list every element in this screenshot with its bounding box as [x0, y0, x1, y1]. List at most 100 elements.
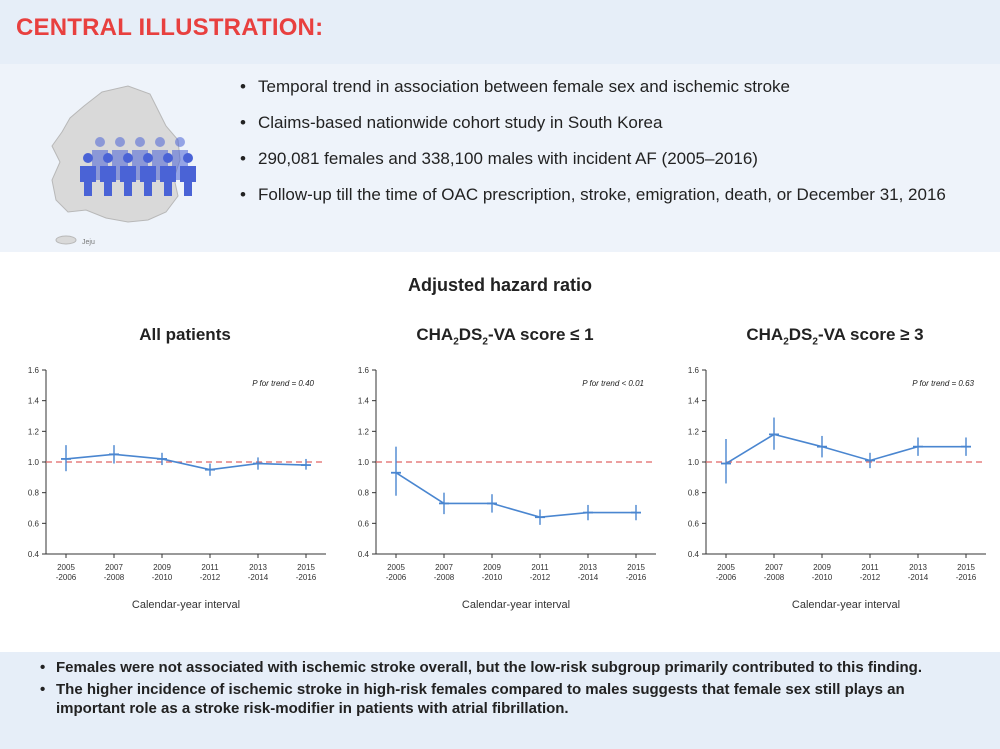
person-icon: [95, 137, 105, 147]
x-axis-label: Calendar-year interval: [792, 599, 900, 611]
x-tick-label: -2008: [104, 573, 125, 582]
chart-title-part: -VA score ≥ 3: [817, 325, 924, 344]
person-icon: [135, 137, 145, 147]
korea-map-icon: Jeju: [51, 85, 196, 246]
person-icon: [155, 137, 165, 147]
x-tick-label: -2008: [434, 573, 455, 582]
chart-title-part: CHA: [746, 325, 784, 344]
y-tick-label: 0.6: [688, 519, 700, 528]
chart-all-patients: 0.4 0.6 0.8 1.0 1.2 1.4 1.6 2005-2006 2007-2008 2…: [28, 366, 326, 611]
x-tick-label: 2009: [483, 563, 501, 572]
chart-title-part: DS: [458, 325, 483, 344]
y-tick-label: 1.6: [688, 366, 700, 375]
y-tick-label: 1.4: [358, 397, 370, 406]
intro-bullet: Claims-based nationwide cohort study in …: [238, 112, 978, 134]
person-icon: [115, 137, 125, 147]
chart-title-part: DS: [788, 325, 813, 344]
intro-bullet: 290,081 females and 338,100 males with i…: [238, 148, 978, 170]
trend-annotation: P for trend = 0.40: [252, 379, 314, 388]
y-tick-label: 1.6: [358, 366, 370, 375]
x-axis-label: Calendar-year interval: [132, 599, 240, 611]
x-tick-label: -2010: [152, 573, 173, 582]
y-tick-label: 1.0: [358, 458, 370, 467]
person-body-icon: [160, 166, 176, 196]
person-body-icon: [100, 166, 116, 196]
y-tick-label: 0.8: [28, 489, 40, 498]
chart-title-sub: 2: [812, 336, 818, 348]
x-axis-label: Calendar-year interval: [462, 599, 570, 611]
x-tick-label: 2005: [717, 563, 735, 572]
intro-bullet-list: Temporal trend in association between fe…: [238, 76, 978, 220]
x-tick-label: 2015: [627, 563, 645, 572]
footer-bullet-list: Females were not associated with ischemi…: [40, 658, 970, 721]
chart-title-text: All patients: [139, 325, 231, 344]
y-tick-label: 1.6: [28, 366, 40, 375]
y-tick-label: 0.8: [688, 489, 700, 498]
x-tick-label: -2016: [296, 573, 317, 582]
person-body-icon: [120, 166, 136, 196]
y-tick-label: 1.2: [28, 427, 40, 436]
x-tick-label: 2005: [387, 563, 405, 572]
x-tick-label: -2014: [248, 573, 269, 582]
header-banner: CENTRAL ILLUSTRATION:: [0, 0, 1000, 64]
y-tick-label: 0.8: [358, 489, 370, 498]
x-tick-label: -2016: [956, 573, 977, 582]
y-tick-label: 1.2: [358, 427, 370, 436]
x-tick-label: -2006: [716, 573, 737, 582]
x-tick-label: -2008: [764, 573, 785, 582]
x-tick-label: -2006: [56, 573, 77, 582]
y-tick-label: 0.4: [358, 550, 370, 559]
y-tick-label: 0.6: [28, 519, 40, 528]
page-title: CENTRAL ILLUSTRATION:: [16, 14, 324, 41]
chart-high-risk: 0.4 0.6 0.8 1.0 1.2 1.4 1.6 2005-2006 2007-2008 2…: [688, 366, 986, 611]
chart-title-low-risk: CHA2DS2-VA score ≤ 1: [340, 325, 670, 348]
chart-title-sub: 2: [453, 336, 459, 348]
x-tick-label: 2009: [153, 563, 171, 572]
x-tick-label: 2011: [861, 563, 879, 572]
person-body-icon: [140, 166, 156, 196]
x-tick-label: 2009: [813, 563, 831, 572]
trend-annotation: P for trend < 0.01: [582, 379, 644, 388]
intro-bullet: Temporal trend in association between fe…: [238, 76, 978, 98]
x-tick-label: -2012: [200, 573, 221, 582]
series-line: [395, 472, 636, 519]
x-tick-label: -2006: [386, 573, 407, 582]
person-body-icon: [80, 166, 96, 196]
x-tick-label: -2012: [530, 573, 551, 582]
x-tick-label: 2011: [201, 563, 219, 572]
person-icon: [163, 153, 173, 163]
y-tick-label: 1.4: [28, 397, 40, 406]
y-tick-label: 0.4: [688, 550, 700, 559]
x-tick-label: 2005: [57, 563, 75, 572]
x-tick-label: -2014: [908, 573, 929, 582]
y-tick-label: 1.0: [28, 458, 40, 467]
x-tick-label: 2015: [297, 563, 315, 572]
person-icon: [183, 153, 193, 163]
chart-title-part: CHA: [416, 325, 454, 344]
y-tick-label: 0.6: [358, 519, 370, 528]
person-icon: [143, 153, 153, 163]
x-tick-label: 2007: [435, 563, 453, 572]
y-tick-label: 1.0: [688, 458, 700, 467]
y-tick-label: 1.4: [688, 397, 700, 406]
map-label: Jeju: [82, 239, 95, 246]
person-icon: [123, 153, 133, 163]
chart-title-all: All patients: [20, 325, 350, 345]
x-tick-label: 2007: [765, 563, 783, 572]
person-icon: [103, 153, 113, 163]
x-tick-label: 2007: [105, 563, 123, 572]
x-tick-label: -2010: [482, 573, 503, 582]
chart-title-high-risk: CHA2DS2-VA score ≥ 3: [670, 325, 1000, 348]
chart-title-part: -VA score ≤ 1: [487, 325, 594, 344]
series-line: [725, 433, 966, 465]
person-body-icon: [180, 166, 196, 196]
jeju-island-shape: [55, 235, 77, 245]
y-tick-label: 0.4: [28, 550, 40, 559]
person-icon: [83, 153, 93, 163]
x-tick-label: -2010: [812, 573, 833, 582]
x-tick-label: 2013: [579, 563, 597, 572]
x-tick-label: 2013: [909, 563, 927, 572]
section-title: Adjusted hazard ratio: [407, 275, 593, 295]
footer-bullet: Females were not associated with ischemi…: [40, 658, 970, 677]
y-tick-label: 1.2: [688, 427, 700, 436]
